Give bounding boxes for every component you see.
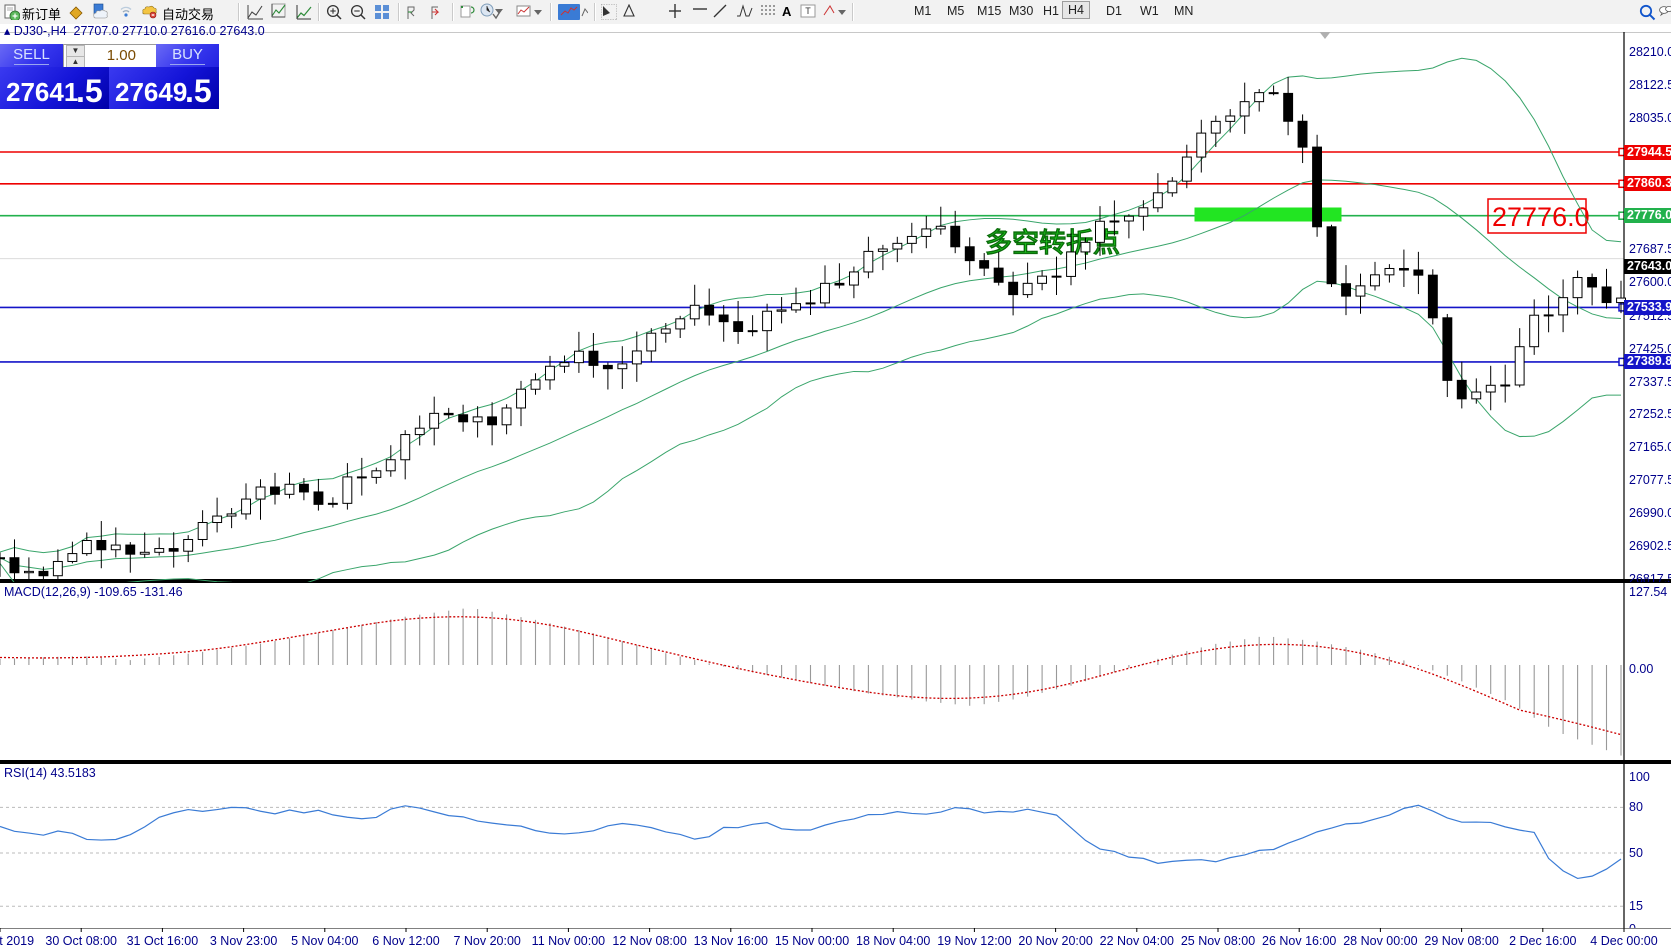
svg-text:T: T: [805, 6, 811, 16]
svg-text:27776.0: 27776.0: [1492, 202, 1590, 232]
